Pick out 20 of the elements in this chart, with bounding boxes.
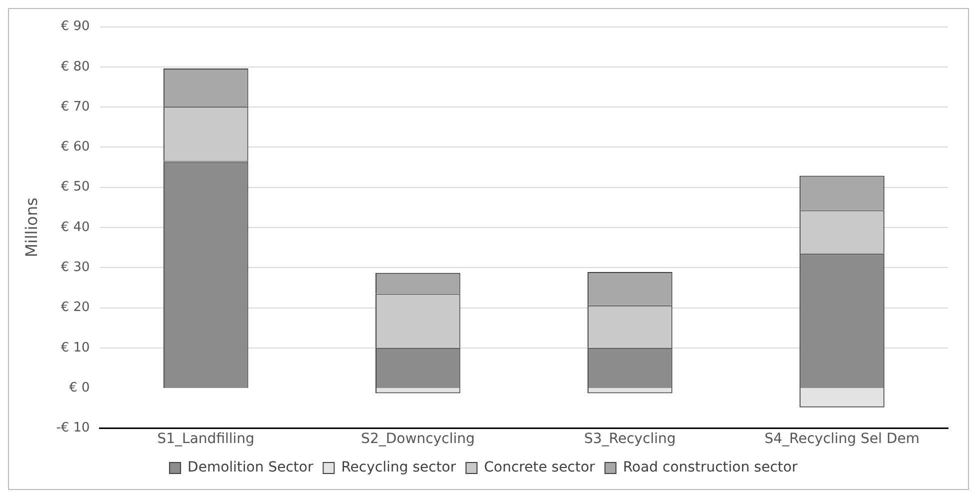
- legend-label: Demolition Sector: [188, 460, 314, 476]
- y-tick-label: € 60: [60, 140, 90, 155]
- legend-label: Recycling sector: [341, 460, 456, 476]
- y-tick-label: € 20: [60, 300, 90, 316]
- x-tick-label: S3_Recycling: [584, 431, 676, 448]
- y-tick-label: € 50: [60, 180, 90, 195]
- y-tick-label: € 0: [69, 380, 90, 396]
- x-tick-label: S2_Downcycling: [361, 431, 475, 448]
- y-tick-label: -€ 10: [56, 420, 90, 436]
- x-tick-label: S4_Recycling Sel Dem: [764, 431, 920, 448]
- y-tick-label: € 90: [60, 19, 90, 34]
- y-tick-label: € 80: [60, 59, 90, 74]
- y-tick-label: € 10: [60, 340, 90, 356]
- legend-label: Concrete sector: [484, 460, 596, 476]
- legend-label: Road construction sector: [622, 460, 798, 476]
- y-tick-label: € 40: [60, 220, 90, 235]
- y-tick-label: € 30: [60, 260, 90, 276]
- x-tick-label: S1_Landfilling: [157, 431, 254, 448]
- y-axis-title: Millions: [22, 198, 41, 258]
- y-tick-label: € 70: [60, 99, 90, 114]
